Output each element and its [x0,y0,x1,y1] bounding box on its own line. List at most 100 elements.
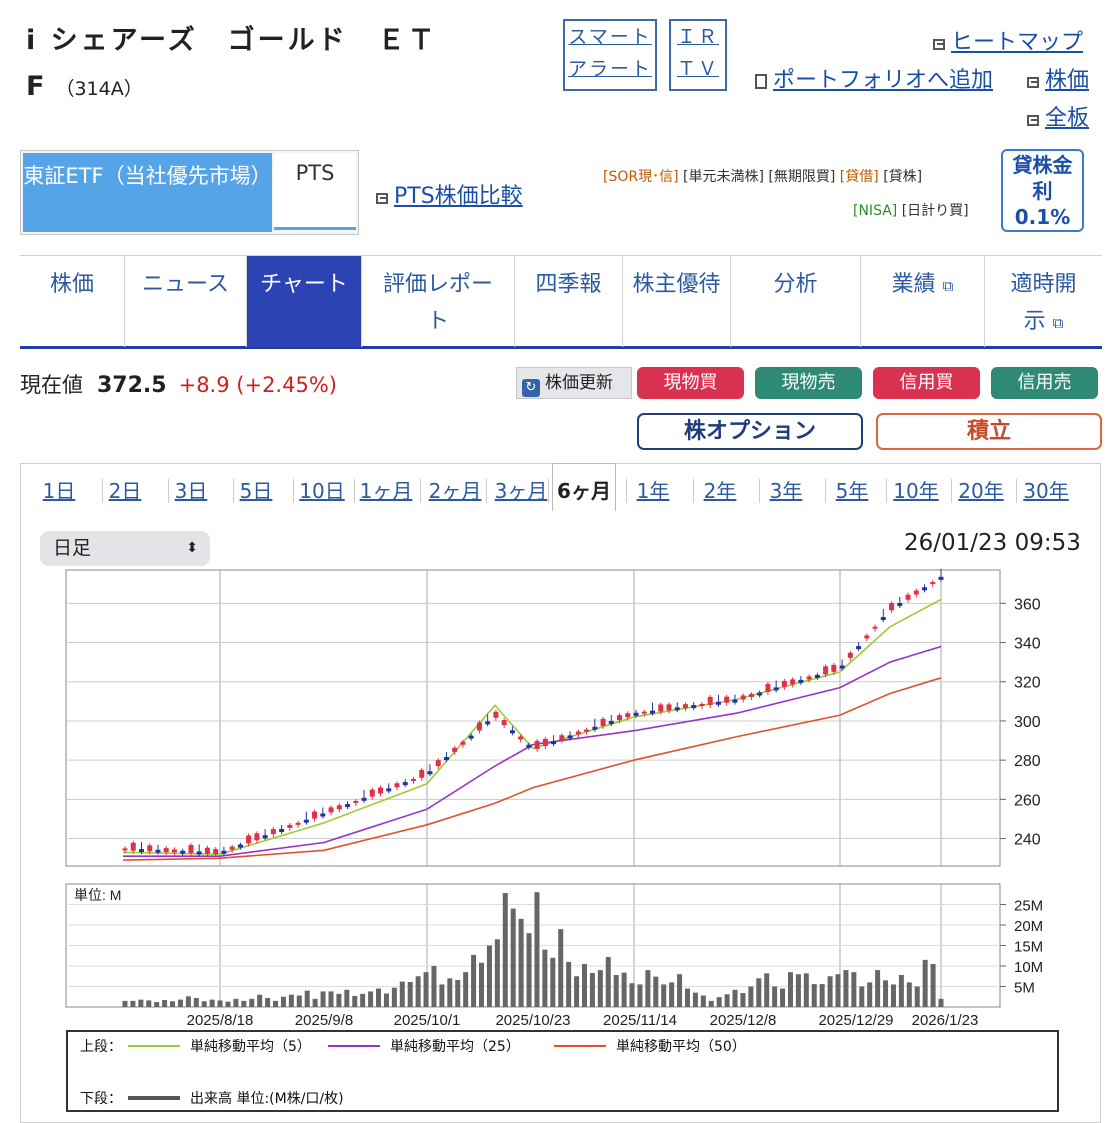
refresh-label: 株価更新 [545,373,613,393]
period-tab[interactable]: 5日 [239,479,273,503]
candle [897,602,903,606]
volume-bar [399,981,405,1007]
market-tab-pts[interactable]: PTS [274,153,356,230]
period-tab[interactable]: 30年 [1023,479,1069,503]
tab-rating-report[interactable]: 評価レポート [362,256,515,347]
volume-bar [479,962,485,1007]
period-tab[interactable]: 2ヶ月 [428,479,482,503]
heatmap-link[interactable]: ヒートマップ [933,24,1083,56]
period-tab[interactable]: 20年 [958,479,1004,503]
stock-price-label: 株価 [1045,68,1090,93]
period-tab[interactable]: 1ヶ月 [359,479,413,503]
margin-buy-button[interactable]: 信用買 [873,367,980,399]
candle [798,679,804,683]
spot-buy-button[interactable]: 現物買 [637,367,744,399]
tab-shikiho[interactable]: 四季報 [515,256,623,347]
period-tab[interactable]: 10日 [299,479,345,503]
period-tab[interactable]: 5年 [835,479,869,503]
volume-bar [629,983,635,1007]
period-tab[interactable]: 1日 [42,479,76,503]
ir-tv-button[interactable]: ＩＲ ＴＶ [669,19,727,91]
volume-bar [787,972,793,1007]
period-tab[interactable]: 3年 [769,479,803,503]
tab-news[interactable]: ニュース [125,256,247,347]
period-tab-separator [951,479,952,503]
candle [402,782,408,786]
period-tab[interactable]: 3日 [174,479,208,503]
market-tab-tse-etf[interactable]: 東証ETF（当社優先市場） [23,153,272,232]
candle [592,726,598,730]
lending-rate-badge[interactable]: 貸株金 利 0.1% [1001,149,1084,232]
tab-chart[interactable]: チャート [247,256,362,347]
period-tab[interactable]: 10年 [893,479,939,503]
candle [221,850,227,854]
refresh-price-button[interactable]: ↻ 株価更新 [516,367,632,399]
external-link-icon: ⧉ [1052,314,1064,332]
legend-upper-label: 上段： [80,1039,122,1055]
period-tab[interactable]: 6ヶ月 [552,463,616,511]
candle [196,851,202,855]
volume-bar [811,984,817,1007]
candle [518,736,524,740]
smart-alert-button[interactable]: スマート アラート [563,19,657,91]
interval-select[interactable]: 日足 ⬍ [40,531,210,566]
candle [715,701,721,705]
tag-stock-lending: [貸株] [883,169,923,185]
legend-lower-label: 下段： [80,1091,122,1107]
pts-compare-link[interactable]: PTS株価比較 [376,178,523,210]
window-icon [1027,77,1039,88]
smart-alert-label-1: スマート [568,26,652,48]
legend-ma5-label: 単純移動平均（5） [190,1039,311,1055]
lending-label-1: 貸株金 [1012,153,1073,177]
volume-bar [700,995,706,1007]
candle [732,699,738,703]
candle [567,735,573,739]
volume-bar [716,997,722,1007]
candle [641,711,647,714]
chart-timestamp: 26/01/23 09:53 [904,530,1081,556]
accumulate-button[interactable]: 積立 [876,413,1102,450]
volume-bar [645,970,651,1007]
tab-stock-price[interactable]: 株価 [20,256,125,347]
document-icon [755,74,767,89]
tab-shareholder-benefits[interactable]: 株主優待 [623,256,731,347]
volume-bar [463,972,469,1007]
volume-bar [486,945,492,1007]
period-tab[interactable]: 1年 [636,479,670,503]
legend-swatch [128,1096,180,1100]
candle [847,652,853,658]
full-board-link[interactable]: 全板 [1027,100,1089,132]
refresh-icon: ↻ [522,379,540,397]
tab-earnings[interactable]: 業績 ⧉ [861,256,985,347]
tab-timely-disclosure[interactable]: 適時開示 ⧉ [985,256,1102,347]
margin-sell-button[interactable]: 信用売 [991,367,1098,399]
price-change: +8.9 [178,373,230,397]
price-pane [65,569,1001,867]
volume-bar [558,929,564,1007]
window-icon [376,193,388,204]
tab-analysis[interactable]: 分析 [731,256,861,347]
add-portfolio-link[interactable]: ポートフォリオへ追加 [755,62,993,94]
y-tick-label: 300 [1014,714,1041,731]
candle [262,835,268,839]
candle [254,833,260,841]
volume-bar [566,961,572,1007]
period-tab-separator [293,479,294,503]
stock-option-button[interactable]: 株オプション [637,413,863,450]
add-portfolio-label: ポートフォリオへ追加 [773,68,994,93]
volume-bar [819,984,825,1007]
volume-bar [914,986,920,1007]
period-tab[interactable]: 2日 [108,479,142,503]
legend-volume: 出来高 単位:(M株/口/枚) [128,1088,344,1108]
candle [130,842,136,851]
volume-bar [883,980,889,1007]
period-tab[interactable]: 2年 [703,479,737,503]
volume-bar [162,1000,168,1007]
candle [773,687,779,691]
tab-label: チャート [260,272,348,297]
period-tab[interactable]: 3ヶ月 [494,479,548,503]
volume-bar [748,986,754,1007]
stock-price-link[interactable]: 株価 [1027,62,1089,94]
spot-sell-button[interactable]: 現物売 [755,367,862,399]
volume-bar [177,999,183,1007]
